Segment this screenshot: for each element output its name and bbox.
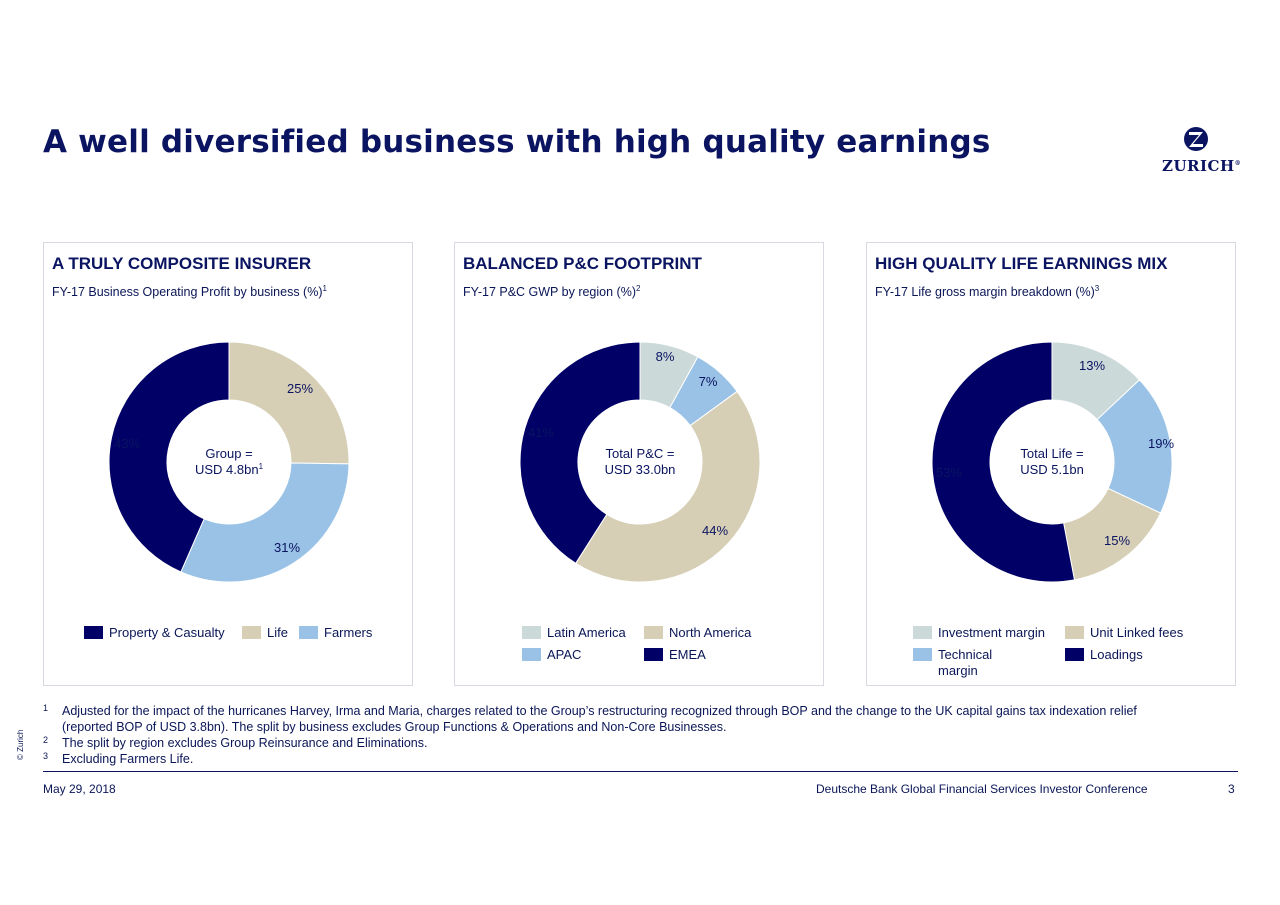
legend-label: Unit Linked fees — [1090, 625, 1184, 640]
center-label: Group = — [205, 446, 252, 461]
legend-label: Farmers — [324, 625, 373, 640]
legend-swatch — [1065, 626, 1084, 639]
panel-subtitle: FY-17 Life gross margin breakdown (%)3 — [875, 284, 1100, 300]
legend-item: Technical margin — [913, 647, 1018, 679]
legend-swatch — [1065, 648, 1084, 661]
copyright: © Zurich — [16, 729, 25, 760]
legend-item: Loadings — [1065, 647, 1143, 662]
legend-label: Technical margin — [938, 647, 993, 678]
legend-swatch — [913, 648, 932, 661]
panel-subtitle: FY-17 Business Operating Profit by busin… — [52, 284, 327, 300]
panel-pc-footprint: BALANCED P&C FOOTPRINT FY-17 P&C GWP by … — [454, 242, 824, 686]
footnote: 3 Excluding Farmers Life. — [43, 751, 194, 766]
donut-slice-life — [228, 341, 350, 465]
data-label: 25% — [287, 381, 313, 396]
donut-chart-life: 13% 19% 15% 53% Total Life =USD 5.1bn — [931, 341, 1174, 583]
data-label: 44% — [702, 523, 728, 538]
legend-item: APAC — [522, 647, 581, 662]
center-label: USD 4.8bn1 — [195, 462, 264, 477]
legend-item: Life — [242, 625, 288, 640]
footnotes: 1 Adjusted for the impact of the hurrican… — [43, 703, 1183, 767]
legend-label: Property & Casualty — [109, 625, 225, 640]
legend-item: EMEA — [644, 647, 706, 662]
data-label: 31% — [274, 540, 300, 555]
donut-chart-region: 8% 7% 44% 41% Total P&C =USD 33.0bn — [519, 341, 761, 583]
panel-heading: A TRULY COMPOSITE INSURER — [52, 254, 312, 273]
legend-label: North America — [669, 625, 752, 640]
footer-date: May 29, 2018 — [43, 782, 116, 796]
legend-label: Investment margin — [938, 625, 1045, 640]
legend-item: Farmers — [299, 625, 372, 640]
legend-label: Life — [267, 625, 288, 640]
legend-swatch — [84, 626, 103, 639]
donut-chart-business: 25% 31% 43% Group =USD 4.8bn1 — [108, 341, 350, 583]
legend-item: Unit Linked fees — [1065, 625, 1183, 640]
footer-conference: Deutsche Bank Global Financial Services … — [816, 782, 1148, 796]
panel-subtitle: FY-17 P&C GWP by region (%)2 — [463, 284, 641, 300]
legend-label: Latin America — [547, 625, 626, 640]
center-label: USD 5.1bn — [1020, 462, 1084, 477]
page-number: 3 — [1228, 782, 1235, 796]
footnote: 1 Adjusted for the impact of the hurrican… — [43, 703, 1137, 734]
panel-heading: HIGH QUALITY LIFE EARNINGS MIX — [875, 254, 1168, 273]
legend-label: APAC — [547, 647, 582, 662]
panel-composite-insurer: A TRULY COMPOSITE INSURER FY-17 Business… — [43, 242, 413, 686]
footer-divider — [43, 771, 1238, 772]
legend-item: Investment margin — [913, 625, 1045, 640]
legend-swatch — [522, 648, 541, 661]
data-label: 19% — [1148, 436, 1174, 451]
center-label: USD 33.0bn — [605, 462, 676, 477]
legend-swatch — [299, 626, 318, 639]
donut-slice-emea — [519, 341, 641, 565]
donut-slice-north-america — [575, 390, 761, 583]
donut-slice-loadings — [931, 341, 1076, 583]
legend-swatch — [913, 626, 932, 639]
legend-swatch — [242, 626, 261, 639]
legend-swatch — [644, 648, 663, 661]
center-label: Total Life = — [1020, 446, 1083, 461]
legend-item: Property & Casualty — [84, 625, 225, 640]
legend-item: North America — [644, 625, 751, 640]
zurich-logo-icon — [1184, 127, 1208, 151]
page-title: A well diversified business with high qu… — [43, 124, 991, 160]
data-label: 7% — [699, 374, 718, 389]
data-label: 43% — [114, 436, 140, 451]
data-label: 8% — [656, 349, 675, 364]
footnote: 2 The split by region excludes Group Rein… — [43, 735, 428, 750]
data-label: 41% — [528, 425, 554, 440]
legend-swatch — [522, 626, 541, 639]
data-label: 13% — [1079, 358, 1105, 373]
data-label: 15% — [1104, 533, 1130, 548]
center-label: Total P&C = — [605, 446, 674, 461]
legend-swatch — [644, 626, 663, 639]
data-label: 53% — [936, 465, 962, 480]
legend-item: Latin America — [522, 625, 626, 640]
panel-heading: BALANCED P&C FOOTPRINT — [463, 254, 702, 273]
donut-slice-farmers — [180, 462, 350, 583]
legend-label: Loadings — [1090, 647, 1143, 662]
donut-slice-property-casualty — [108, 341, 230, 573]
brand-name: ZURICH® — [1162, 157, 1242, 175]
legend-label: EMEA — [669, 647, 706, 662]
panel-life-earnings: HIGH QUALITY LIFE EARNINGS MIX FY-17 Lif… — [866, 242, 1236, 686]
